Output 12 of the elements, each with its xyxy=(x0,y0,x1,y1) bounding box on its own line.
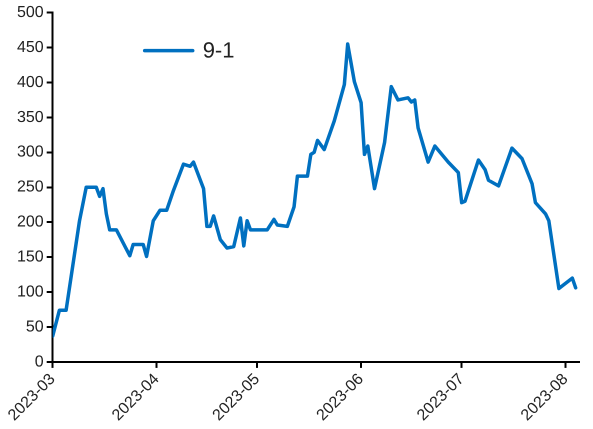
y-tick-label: 350 xyxy=(16,108,44,126)
y-tick-label: 400 xyxy=(16,74,44,91)
y-tick-label: 450 xyxy=(16,38,44,56)
y-tick-label: 200 xyxy=(16,214,44,231)
y-tick-label: 500 xyxy=(16,4,44,22)
y-tick-label: 0 xyxy=(34,353,44,370)
legend-label: 9-1 xyxy=(202,38,234,63)
y-tick-label: 250 xyxy=(16,178,44,196)
y-tick-label: 100 xyxy=(16,283,44,300)
y-tick-label: 300 xyxy=(16,144,44,161)
y-tick-label: 150 xyxy=(16,248,44,266)
y-tick-label: 50 xyxy=(26,318,44,336)
